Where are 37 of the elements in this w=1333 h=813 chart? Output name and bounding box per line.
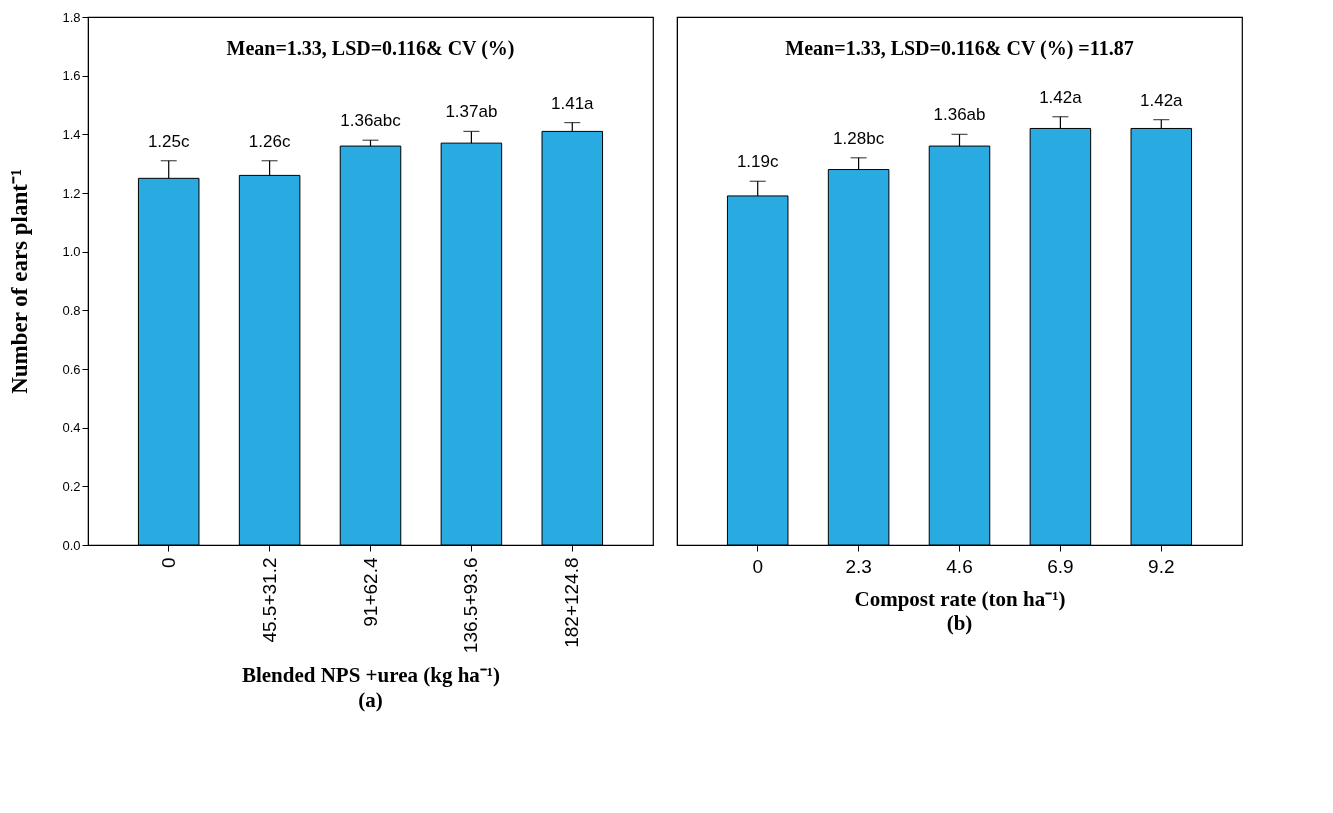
x-tick-label: 182+124.8 bbox=[561, 557, 583, 648]
data-label: 1.25c bbox=[147, 131, 190, 151]
data-label: 1.26c bbox=[248, 131, 291, 151]
y-tick-label: 0.6 bbox=[62, 361, 81, 377]
data-label: 1.28bc bbox=[833, 128, 885, 148]
x-tick-label: 2.3 bbox=[845, 555, 872, 577]
text: (a) bbox=[358, 687, 383, 712]
y-tick-label: 1.6 bbox=[62, 68, 81, 84]
data-label: 1.37ab bbox=[445, 102, 498, 122]
y-tick-label: 0.8 bbox=[62, 302, 81, 318]
x-tick-label: 136.5+93.6 bbox=[460, 557, 482, 654]
x-tick-label: 0 bbox=[157, 557, 179, 569]
y-tick-label: 0.0 bbox=[62, 537, 81, 553]
text: (b) bbox=[946, 611, 973, 635]
y-axis-title: Number of ears plant⁻¹ bbox=[7, 169, 33, 394]
x-tick-label: 6.9 bbox=[1047, 555, 1074, 577]
data-label: 1.41a bbox=[551, 93, 595, 113]
y-tick-label: 1.4 bbox=[62, 126, 81, 142]
data-label: 1.36abc bbox=[340, 111, 402, 131]
data-label: 1.42a bbox=[1140, 90, 1184, 110]
y-tick-label: 1.0 bbox=[62, 244, 81, 260]
x-tick-label: 4.6 bbox=[946, 555, 973, 577]
data-label: 1.42a bbox=[1039, 87, 1083, 107]
x-tick-label: 9.2 bbox=[1148, 555, 1175, 577]
x-tick-label: 0 bbox=[752, 555, 763, 577]
x-axis-title: Compost rate (ton ha⁻¹) bbox=[854, 586, 1066, 611]
x-tick-label: 45.5+31.2 bbox=[258, 557, 280, 643]
y-tick-label: 1.2 bbox=[62, 185, 81, 201]
y-tick-label: 0.4 bbox=[62, 420, 81, 436]
y-tick-label: 0.2 bbox=[62, 478, 81, 494]
annotation: Mean=1.33, LSD=0.116& CV (%) =11.87 bbox=[785, 37, 1134, 60]
y-tick-label: 1.8 bbox=[62, 9, 81, 25]
x-tick-label: 91+62.4 bbox=[359, 557, 381, 627]
x-axis-title: Blended NPS +urea (kg ha⁻¹) bbox=[241, 663, 501, 688]
data-label: 1.19c bbox=[736, 152, 779, 172]
annotation: Mean=1.33, LSD=0.116& CV (%) bbox=[226, 37, 515, 60]
data-label: 1.36ab bbox=[933, 105, 986, 125]
